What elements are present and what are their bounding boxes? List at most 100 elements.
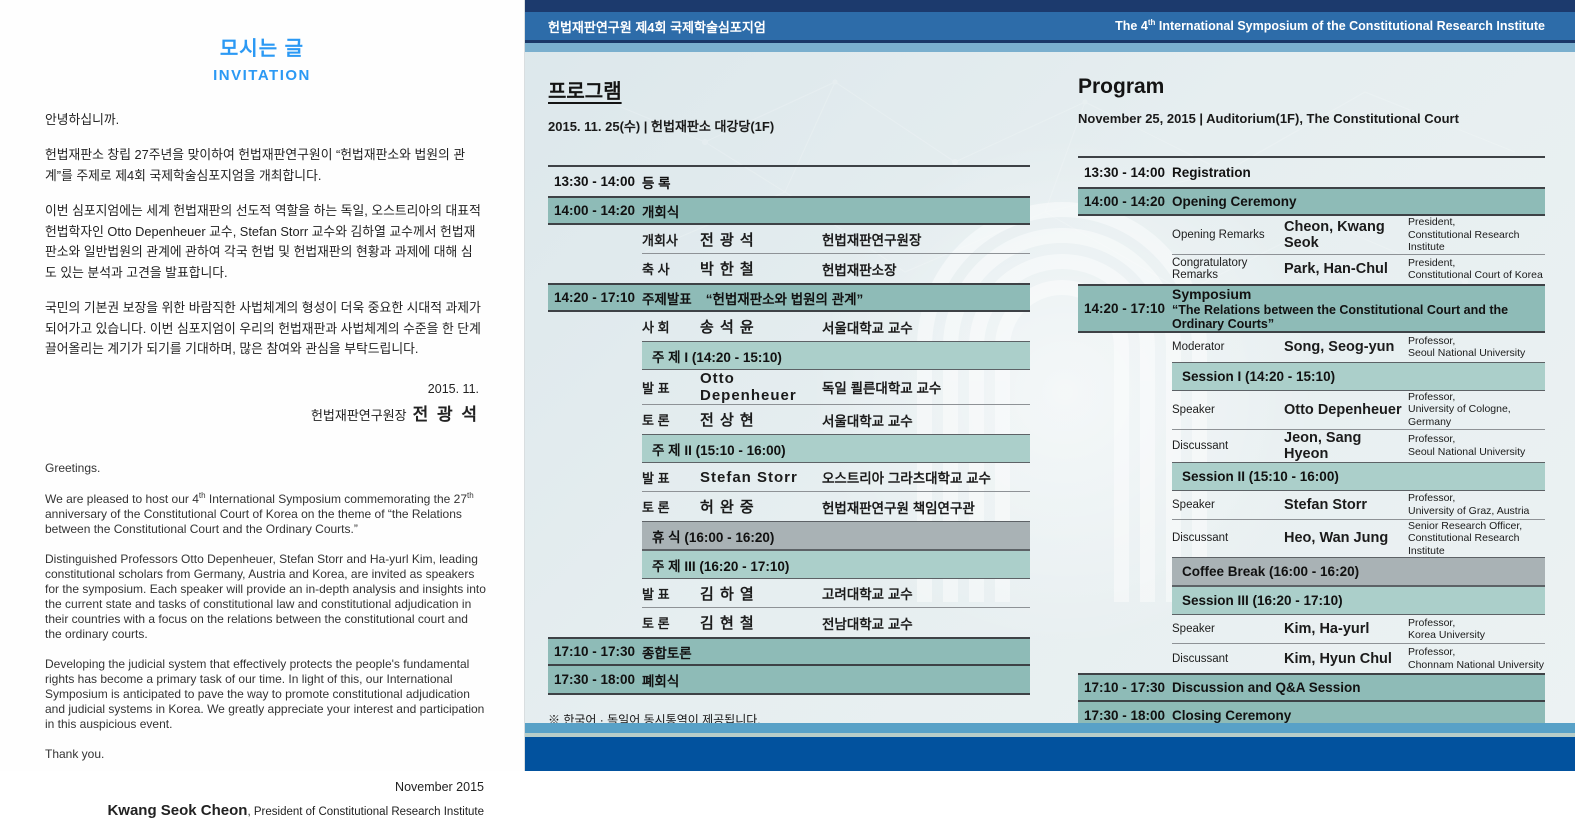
row-time: 17:10 - 17:30	[554, 644, 636, 659]
row-role: Discussant	[1172, 532, 1229, 545]
row-role: Discussant	[1172, 652, 1229, 665]
english-paragraph: Developing the judicial system that effe…	[45, 656, 485, 731]
schedule-row: 토 론 허 완 중 헌법재판연구원 책임연구관	[548, 492, 1030, 521]
schedule-row: 17:30 - 18:00 폐회식	[548, 666, 1030, 695]
row-name: Kim, Hyun Chul	[1284, 650, 1392, 667]
schedule-row: 17:30 - 18:00 Closing Ceremony	[1078, 702, 1545, 723]
row-name: Stefan Storr	[700, 468, 798, 486]
schedule-table-english: 13:30 - 14:00 Registration 14:00 - 14:20…	[1078, 156, 1545, 723]
row-time: 14:20 - 17:10	[1084, 300, 1166, 316]
header-bar: 헌법재판연구원 제4회 국제학술심포지엄 The 4th Internation…	[525, 12, 1575, 43]
header-title-part: International Symposium of the Constitut…	[1155, 19, 1545, 34]
schedule-row: 14:20 - 17:10 Symposium “The Relations b…	[1078, 283, 1545, 333]
schedule-row: Speaker Otto Depenheuer Professor, Unive…	[1078, 391, 1545, 430]
korean-paragraph: 안녕하십니까.	[45, 112, 120, 127]
row-time: 17:30 - 18:00	[554, 672, 636, 687]
row-affiliation: 헌법재판연구원 책임연구관	[822, 500, 975, 516]
invitation-letter-english: Greetings. We are pleased to host our 4t…	[45, 461, 486, 762]
row-name: 전 상 현	[700, 412, 755, 429]
row-time: 17:10 - 17:30	[1084, 680, 1166, 696]
schedule-row: Moderator Song, Seog-yun Professor, Seou…	[1078, 333, 1545, 362]
row-role: 토 론	[642, 500, 670, 515]
english-paragraph-part: International Symposium commemorating th…	[205, 491, 468, 506]
row-label: Registration	[1172, 165, 1251, 180]
schedule-row: 17:10 - 17:30 Discussion and Q&A Session	[1078, 673, 1545, 703]
schedule-break-row: 휴 식 (16:00 - 16:20)	[548, 521, 1030, 550]
program-pages: 헌법재판연구원 제4회 국제학술심포지엄 The 4th Internation…	[525, 0, 1575, 771]
row-role: 축 사	[642, 262, 670, 277]
row-label: 개회식	[642, 204, 680, 220]
row-role: 사 회	[642, 320, 670, 335]
english-thanks: Thank you.	[45, 746, 105, 761]
schedule-row: 축 사 박 한 철 헌법재판소장	[548, 254, 1030, 283]
row-affiliation: 헌법재판소장	[822, 262, 897, 278]
korean-signer-name: 전 광 석	[412, 404, 479, 424]
program-subtitle-english: November 25, 2015 | Auditorium(1F), The …	[1078, 111, 1459, 126]
row-time: 13:30 - 14:00	[554, 174, 636, 189]
english-signer-name: Kwang Seok Cheon	[107, 801, 248, 819]
row-affiliation: Professor, Seoul National University	[1408, 432, 1526, 458]
row-role: 토 론	[642, 413, 670, 428]
row-time: 14:20 - 17:10	[554, 290, 636, 305]
row-affiliation: Professor, University of Cologne, German…	[1408, 390, 1511, 428]
program-title-english: Program	[1078, 75, 1165, 98]
row-name: 김 하 열	[700, 585, 755, 603]
row-time: 17:30 - 18:00	[1084, 708, 1166, 723]
schedule-row: Discussant Kim, Hyun Chul Professor, Cho…	[1078, 644, 1545, 673]
row-role: 발 표	[642, 470, 670, 486]
schedule-row: 토 론 전 상 현 서울대학교 교수	[548, 405, 1030, 434]
row-name: 송 석 윤	[700, 319, 755, 336]
schedule-session-header: 주 제 III (16:20 - 17:10)	[548, 550, 1030, 579]
header-accent-stripe	[525, 43, 1575, 52]
invitation-letter-korean: 안녕하십니까. 헌법재판소 창립 27주년을 맞이하여 헌법재판연구원이 “헌법…	[45, 110, 484, 360]
schedule-row: 발 표 김 하 열 고려대학교 교수	[548, 579, 1030, 608]
footer-accent-stripe	[525, 723, 1575, 733]
row-time: 14:00 - 14:20	[554, 203, 636, 218]
row-affiliation: 서울대학교 교수	[822, 320, 913, 336]
schedule-session-header: Session I (14:20 - 15:10)	[1078, 361, 1545, 391]
english-signature-line: Kwang Seok Cheon, President of Constitut…	[0, 802, 484, 819]
korean-signature: 2015. 11. 헌법재판연구원장 전 광 석	[0, 382, 479, 425]
program-title-korean: 프로그램	[548, 81, 622, 103]
footer-pale-line	[525, 733, 1575, 737]
row-affiliation: 독일 쾰른대학교 교수	[822, 381, 942, 396]
superscript: th	[1147, 18, 1156, 28]
schedule-row: Discussant Heo, Wan Jung Senior Research…	[1078, 520, 1545, 558]
schedule-row: 개회사 전 광 석 헌법재판연구원장	[548, 225, 1030, 254]
row-affiliation: President, Constitutional Research Insti…	[1408, 216, 1520, 254]
row-role: Speaker	[1172, 623, 1215, 636]
korean-paragraph: 국민의 기본권 보장을 위한 바람직한 사법체계의 형성이 더욱 중요한 시대적…	[45, 300, 481, 357]
invitation-title-block: 모시는 글 INVITATION	[0, 32, 524, 84]
row-name: Heo, Wan Jung	[1284, 530, 1389, 547]
row-time: 14:00 - 14:20	[1084, 194, 1166, 209]
schedule-session-header: 주 제 II (15:10 - 16:00)	[548, 434, 1030, 463]
invitation-title-english: INVITATION	[213, 67, 311, 84]
row-label: 주제발표 “헌법재판소와 법원의 관계”	[642, 291, 864, 307]
schedule-row: Discussant Jeon, Sang Hyeon Professor, S…	[1078, 430, 1545, 462]
row-role: 발 표	[642, 586, 670, 602]
schedule-row: 14:00 - 14:20 개회식	[548, 196, 1030, 225]
row-role: Speaker	[1172, 403, 1215, 416]
row-name: Kim, Ha-yurl	[1284, 621, 1370, 638]
header-title-part: The 4	[1115, 19, 1148, 34]
korean-paragraph: 이번 심포지엄에는 세계 헌법재판의 선도적 역할을 하는 독일, 오스트리아의…	[45, 203, 481, 280]
row-name: Otto Depenheuer	[1284, 401, 1402, 418]
row-name: Stefan Storr	[1284, 496, 1367, 513]
english-signature: November 2015 Kwang Seok Cheon, Presiden…	[0, 780, 484, 819]
row-name: 김 현 철	[700, 615, 755, 632]
english-paragraph: We are pleased to host our 4th Internati…	[45, 491, 486, 537]
row-affiliation: 전남대학교 교수	[822, 616, 913, 632]
schedule-row: 13:30 - 14:00 Registration	[1078, 158, 1545, 187]
row-label: Discussion and Q&A Session	[1172, 680, 1361, 696]
header-title-english: The 4th International Symposium of the C…	[1115, 18, 1545, 33]
row-affiliation: Professor, University of Graz, Austria	[1408, 491, 1530, 517]
english-paragraph: Distinguished Professors Otto Depenheuer…	[45, 551, 486, 641]
row-name: Song, Seog-yun	[1284, 339, 1395, 356]
row-role: 발 표	[642, 380, 670, 396]
row-name: Jeon, Sang Hyeon	[1284, 429, 1362, 462]
invitation-page: 모시는 글 INVITATION 안녕하십니까. 헌법재판소 창립 27주년을 …	[0, 0, 525, 819]
schedule-row: 17:10 - 17:30 종합토론	[548, 637, 1030, 666]
row-name: 전 광 석	[700, 231, 755, 249]
row-role: Moderator	[1172, 341, 1225, 354]
header-title-korean: 헌법재판연구원 제4회 국제학술심포지엄	[548, 19, 766, 35]
